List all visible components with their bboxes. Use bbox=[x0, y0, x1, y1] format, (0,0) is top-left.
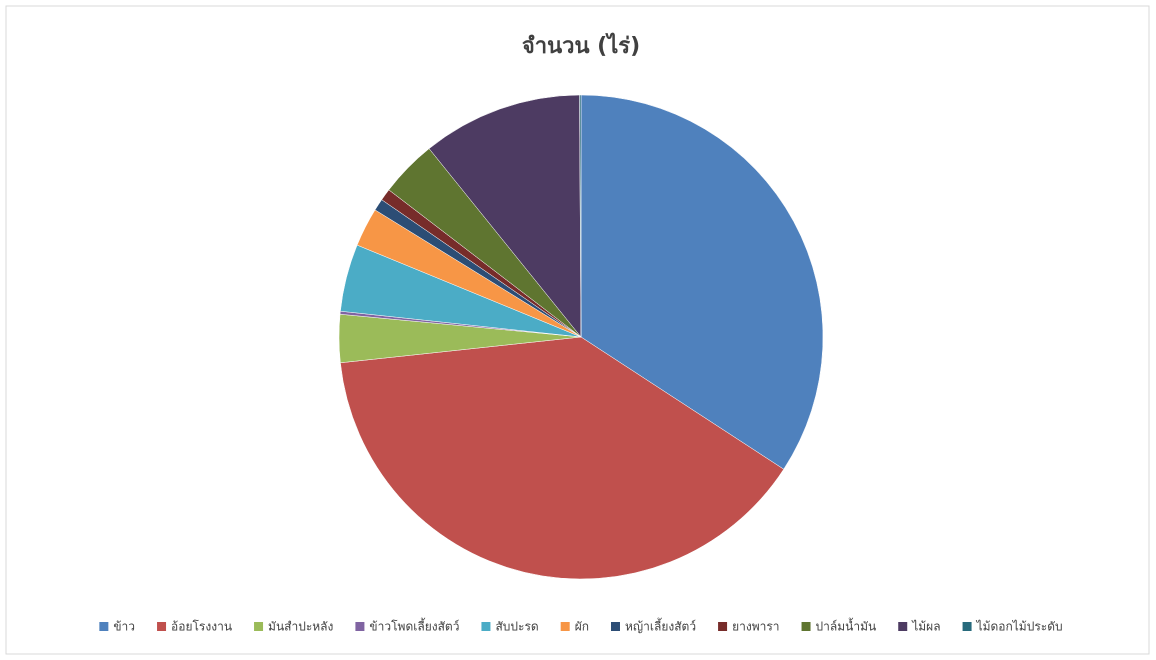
legend-label: มันสำปะหลัง bbox=[268, 620, 333, 634]
legend-label: สับปะรด bbox=[495, 620, 538, 634]
legend-swatch bbox=[898, 622, 908, 631]
legend-label: ไม้ดอกไม้ประดับ bbox=[976, 620, 1063, 634]
chart-title: จำนวน (ไร่) bbox=[522, 32, 640, 59]
legend-swatch bbox=[355, 622, 365, 631]
legend-label: ปาล์มน้ำมัน bbox=[816, 618, 877, 634]
pie-slice bbox=[340, 336, 785, 580]
legend-swatch bbox=[99, 622, 109, 631]
legend-label: ไม้ผล bbox=[911, 620, 940, 634]
legend-swatch bbox=[254, 622, 264, 631]
pie-slice bbox=[428, 94, 582, 338]
legend-swatch bbox=[718, 622, 728, 631]
legend-label: ผัก bbox=[575, 620, 589, 634]
legend-label: ข้าว bbox=[113, 620, 135, 634]
legend-swatch bbox=[801, 622, 811, 631]
legend-label: ยางพารา bbox=[732, 620, 779, 634]
legend-swatch bbox=[610, 622, 620, 631]
legend-swatch bbox=[481, 622, 491, 631]
legend-label: ข้าวโพดเลี้ยงสัตว์ bbox=[369, 618, 459, 634]
pie-slice bbox=[579, 94, 582, 338]
legend-label: หญ้าเลี้ยงสัตว์ bbox=[625, 618, 696, 634]
pie-slice bbox=[580, 94, 824, 470]
legend-swatch bbox=[962, 622, 972, 631]
legend-swatch bbox=[560, 622, 570, 631]
legend-label: อ้อยโรงงาน bbox=[171, 620, 232, 634]
legend-swatch bbox=[157, 622, 167, 631]
